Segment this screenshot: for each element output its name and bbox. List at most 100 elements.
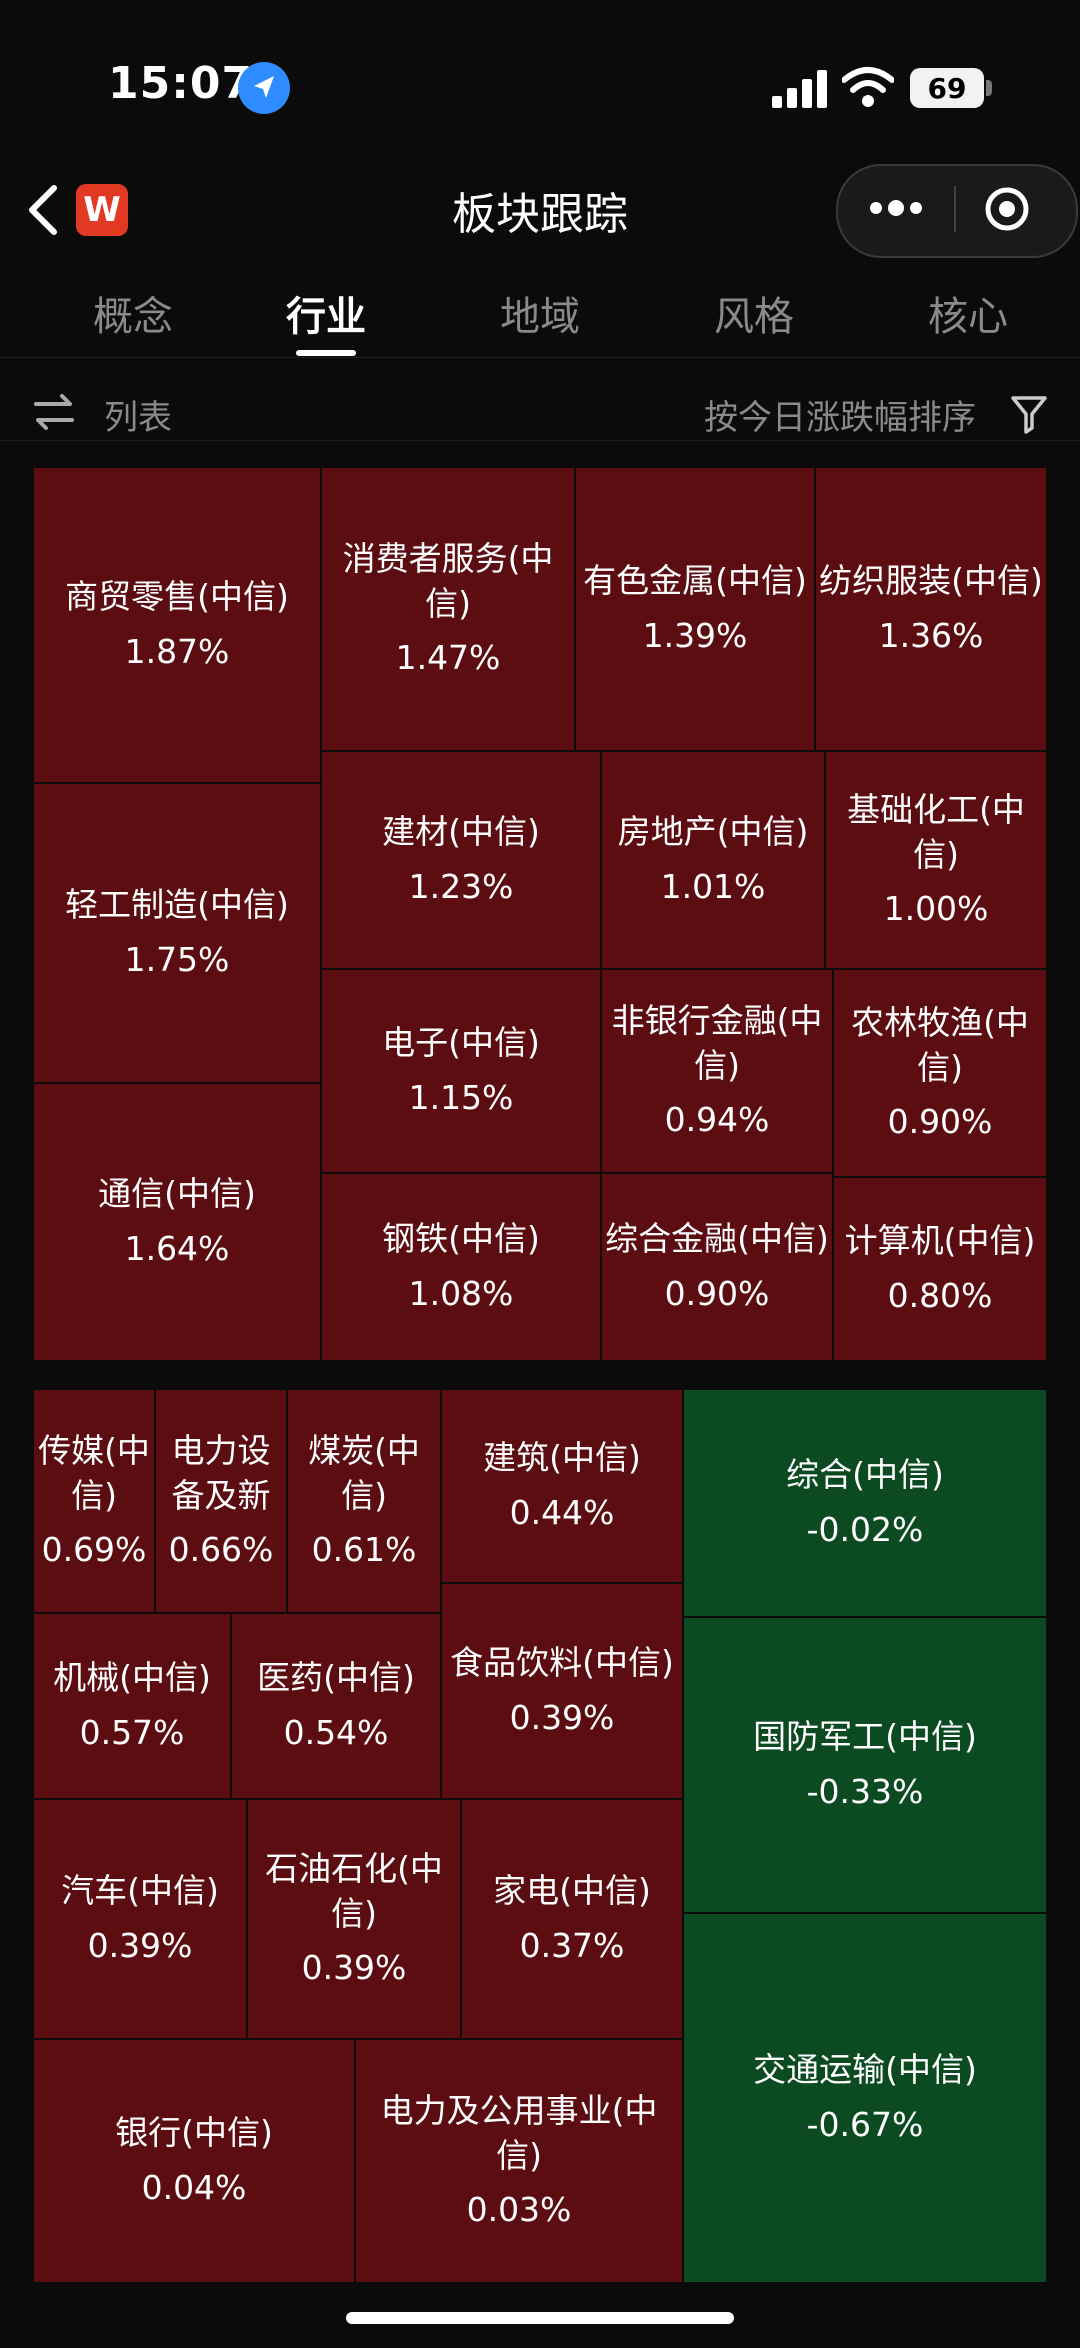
- sector-name: 综合(中信): [786, 1455, 944, 1495]
- sector-name: 石油石化(中信): [265, 1849, 443, 1933]
- sector-name: 基础化工(中信): [847, 790, 1025, 874]
- tab-core[interactable]: 核心: [928, 294, 1008, 340]
- sector-tile[interactable]: 食品饮料(中信) 0.39%: [440, 1582, 684, 1800]
- sector-change: 1.36%: [878, 616, 984, 655]
- sector-name: 电力及公用事业(中信): [380, 2091, 658, 2175]
- sector-change: 1.00%: [883, 889, 989, 929]
- sector-tile[interactable]: 医药(中信) 0.54%: [230, 1612, 442, 1800]
- sector-change: 1.15%: [408, 1078, 514, 1117]
- home-indicator[interactable]: [346, 2312, 734, 2324]
- sector-tile[interactable]: 基础化工(中信) 1.00%: [824, 750, 1048, 970]
- sector-tile[interactable]: 农林牧渔(中信) 0.90%: [832, 968, 1048, 1178]
- sector-tile[interactable]: 纺织服装(中信) 1.36%: [814, 466, 1048, 752]
- sector-name: 银行(中信): [115, 2113, 273, 2153]
- sector-tile[interactable]: 电力设备及新 0.66%: [154, 1388, 288, 1614]
- sector-name: 建筑(中信): [483, 1438, 641, 1478]
- sector-change: 1.08%: [408, 1274, 514, 1313]
- sector-tile[interactable]: 商贸零售(中信) 1.87%: [32, 466, 322, 784]
- sector-name: 电力设备及新: [171, 1431, 271, 1515]
- battery-indicator: 69: [910, 68, 984, 108]
- sector-name: 传媒(中信): [38, 1431, 150, 1515]
- sector-name: 煤炭(中信): [308, 1431, 420, 1515]
- sector-tile[interactable]: 建筑(中信) 0.44%: [440, 1388, 684, 1584]
- sector-tile[interactable]: 计算机(中信) 0.80%: [832, 1176, 1048, 1362]
- list-view-toggle[interactable]: 列表: [104, 398, 172, 438]
- sector-tile[interactable]: 国防军工(中信) -0.33%: [682, 1616, 1048, 1914]
- sector-tile[interactable]: 电力及公用事业(中信) 0.03%: [354, 2038, 684, 2284]
- tab-industry[interactable]: 行业: [286, 294, 366, 340]
- capsule-divider: [954, 186, 956, 232]
- tab-concept[interactable]: 概念: [93, 294, 173, 340]
- wifi-icon: [841, 66, 895, 108]
- sector-tile[interactable]: 电子(中信) 1.15%: [320, 968, 602, 1174]
- sector-change: 0.37%: [519, 1926, 625, 1965]
- battery-tip: [986, 80, 992, 96]
- sector-change: 0.61%: [311, 1530, 417, 1570]
- back-chevron-icon[interactable]: [22, 182, 66, 238]
- sector-name: 食品饮料(中信): [450, 1643, 674, 1683]
- sector-change: 1.39%: [642, 616, 748, 655]
- sector-change: 0.94%: [664, 1100, 770, 1140]
- location-arrow-icon: [238, 62, 290, 114]
- close-target-icon[interactable]: [984, 186, 1030, 232]
- sector-change: 0.80%: [887, 1276, 993, 1315]
- tab-region[interactable]: 地域: [500, 294, 580, 340]
- sector-change: 0.90%: [664, 1274, 770, 1313]
- sector-tile[interactable]: 家电(中信) 0.37%: [460, 1798, 684, 2040]
- sector-tile[interactable]: 钢铁(中信) 1.08%: [320, 1172, 602, 1362]
- sector-tile[interactable]: 机械(中信) 0.57%: [32, 1612, 232, 1800]
- sector-tile[interactable]: 有色金属(中信) 1.39%: [574, 466, 816, 752]
- sector-change: 1.23%: [408, 867, 514, 906]
- sector-name: 钢铁(中信): [382, 1219, 540, 1259]
- sector-change: 0.04%: [141, 2168, 247, 2207]
- sector-tile[interactable]: 煤炭(中信) 0.61%: [286, 1388, 442, 1614]
- sector-name: 家电(中信): [493, 1871, 651, 1911]
- sector-name: 计算机(中信): [844, 1221, 1036, 1261]
- sector-name: 商贸零售(中信): [65, 577, 289, 617]
- sector-change: 1.87%: [124, 632, 230, 671]
- sector-tile[interactable]: 轻工制造(中信) 1.75%: [32, 782, 322, 1084]
- cellular-signal-icon: [772, 70, 830, 108]
- status-time: 15:07: [108, 58, 254, 109]
- sector-name: 轻工制造(中信): [65, 885, 289, 925]
- sector-tile[interactable]: 综合(中信) -0.02%: [682, 1388, 1048, 1618]
- sector-change: 0.66%: [168, 1530, 274, 1570]
- sector-name: 国防军工(中信): [753, 1717, 977, 1757]
- sector-tile[interactable]: 建材(中信) 1.23%: [320, 750, 602, 970]
- sector-name: 交通运输(中信): [753, 2050, 977, 2090]
- swap-arrows-icon[interactable]: [32, 392, 76, 432]
- sector-change: 0.44%: [509, 1493, 615, 1532]
- sector-tile[interactable]: 汽车(中信) 0.39%: [32, 1798, 248, 2040]
- sector-name: 建材(中信): [382, 812, 540, 852]
- active-tab-indicator: [296, 350, 356, 356]
- sector-tile[interactable]: 非银行金融(中信) 0.94%: [600, 968, 834, 1174]
- sector-tile[interactable]: 综合金融(中信) 0.90%: [600, 1172, 834, 1362]
- sector-tile[interactable]: 消费者服务(中信) 1.47%: [320, 466, 576, 752]
- sector-tile[interactable]: 房地产(中信) 1.01%: [600, 750, 826, 970]
- sector-change: 0.90%: [887, 1102, 993, 1142]
- sector-name: 纺织服装(中信): [819, 561, 1043, 601]
- sector-tile[interactable]: 传媒(中信) 0.69%: [32, 1388, 156, 1614]
- sector-name: 通信(中信): [98, 1174, 256, 1214]
- sector-change: 1.01%: [660, 867, 766, 906]
- sort-label[interactable]: 按今日涨跌幅排序: [704, 398, 976, 438]
- sector-tile[interactable]: 石油石化(中信) 0.39%: [246, 1798, 462, 2040]
- sector-change: 1.47%: [395, 638, 501, 678]
- sector-change: 0.57%: [79, 1713, 185, 1752]
- toolbar-divider: [0, 440, 1080, 441]
- sector-tile[interactable]: 通信(中信) 1.64%: [32, 1082, 322, 1362]
- sector-change: -0.02%: [806, 1510, 924, 1549]
- more-dots-icon[interactable]: [866, 196, 926, 220]
- sector-tile[interactable]: 交通运输(中信) -0.67%: [682, 1912, 1048, 2284]
- sector-tile[interactable]: 银行(中信) 0.04%: [32, 2038, 356, 2284]
- sector-name: 综合金融(中信): [605, 1219, 829, 1259]
- tabs-divider: [0, 357, 1080, 358]
- sector-name: 农林牧渔(中信): [851, 1003, 1029, 1087]
- sector-change: 0.39%: [509, 1698, 615, 1737]
- sector-change: -0.67%: [806, 2105, 924, 2144]
- sector-change: 0.39%: [87, 1926, 193, 1965]
- sector-name: 机械(中信): [53, 1658, 211, 1698]
- tab-style[interactable]: 风格: [714, 294, 794, 340]
- filter-icon[interactable]: [1010, 394, 1048, 434]
- sector-change: 1.64%: [124, 1229, 230, 1268]
